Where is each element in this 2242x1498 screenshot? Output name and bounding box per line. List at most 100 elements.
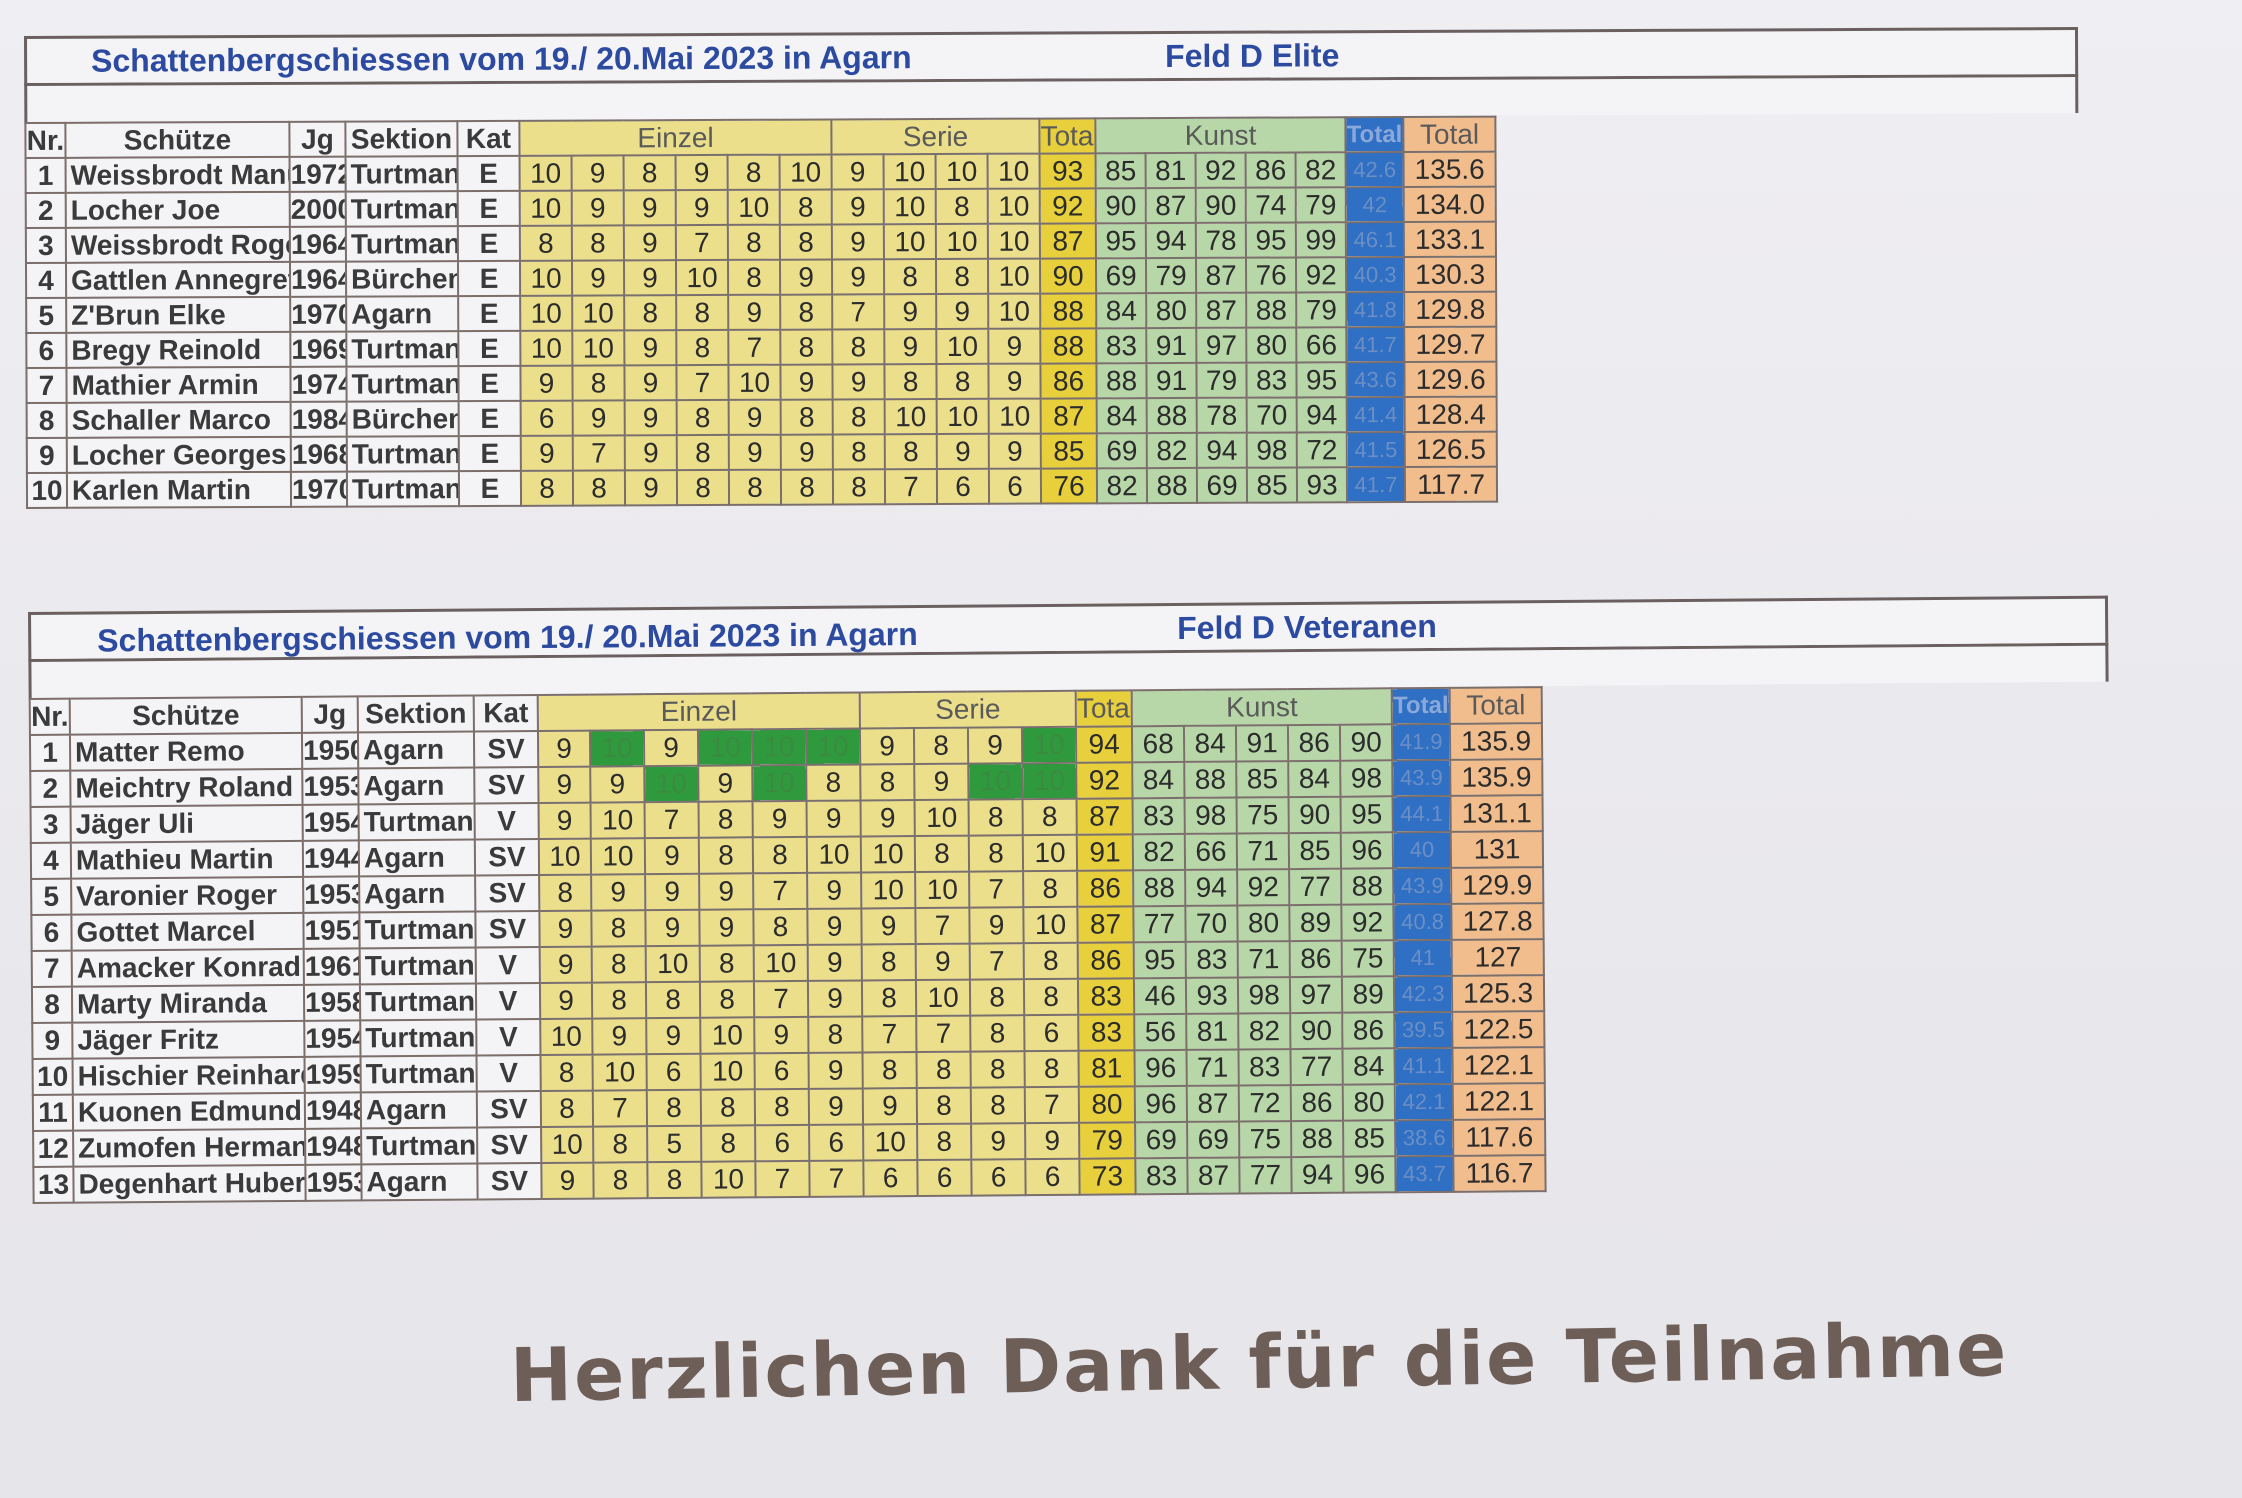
score-cell: 8 <box>970 1015 1025 1052</box>
kunst-cell: 85 <box>1246 467 1298 503</box>
header-schuetze: Schütze <box>65 121 290 158</box>
score-cell: 9 <box>936 433 989 470</box>
row-kunst-total: 42.6 <box>1345 151 1404 188</box>
row-jg: 1964 <box>289 261 347 297</box>
row-kat: E <box>458 295 521 332</box>
score-cell: 8 <box>862 1052 917 1089</box>
kunst-cell: 98 <box>1237 977 1291 1014</box>
kunst-cell: 84 <box>1288 760 1341 798</box>
row-kunst-total: 41.5 <box>1346 431 1405 468</box>
score-cell: 6 <box>1025 1158 1080 1196</box>
score-cell: 9 <box>807 980 863 1017</box>
row-kat: V <box>476 1054 541 1092</box>
row-schuetze: Z'Brun Elke <box>66 296 291 333</box>
score-cell: 10 <box>520 295 573 331</box>
row-kunst-total: 41.9 <box>1392 723 1451 761</box>
score-cell: 7 <box>969 871 1024 908</box>
score-cell: 9 <box>884 294 937 330</box>
score-cell: 8 <box>753 908 808 946</box>
score-cell: 10 <box>988 293 1041 329</box>
kunst-cell: 86 <box>1289 940 1342 978</box>
score-cell: 8 <box>572 470 626 506</box>
row-total: 86 <box>1077 870 1134 907</box>
header-jg: Jg <box>289 121 346 157</box>
row-kat: SV <box>473 730 539 768</box>
header-nr: Nr. <box>25 122 66 158</box>
kunst-cell: 84 <box>1342 1048 1395 1085</box>
row-kat: V <box>475 946 540 984</box>
score-cell: 8 <box>935 188 988 225</box>
score-cell: 8 <box>806 764 861 801</box>
row-schuetze: Jäger Fritz <box>72 1020 305 1059</box>
row-final-total: 125.3 <box>1451 975 1545 1012</box>
score-cell: 10 <box>915 871 970 909</box>
score-cell: 8 <box>884 259 937 295</box>
kunst-cell: 88 <box>1341 868 1394 905</box>
score-cell: 8 <box>623 155 676 191</box>
row-schuetze: Weissbrodt Manuela <box>65 156 290 193</box>
header-final-total: Total <box>1403 116 1496 152</box>
score-cell: 8 <box>917 1123 972 1161</box>
elite-results-table: Nr. Schütze Jg Sektion Kat Einzel Serie Total Ku… <box>24 116 1498 509</box>
row-kat: E <box>457 155 520 192</box>
kunst-cell: 87 <box>1196 257 1247 293</box>
score-cell: 9 <box>808 1088 864 1125</box>
score-cell: 10 <box>884 399 937 435</box>
score-cell: 9 <box>832 259 885 295</box>
score-cell: 9 <box>520 365 573 401</box>
row-sektion: Turtmann <box>359 947 476 985</box>
score-cell: 9 <box>571 260 625 296</box>
score-cell: 9 <box>624 435 677 471</box>
score-cell: 8 <box>520 470 574 506</box>
score-cell: 10 <box>700 1053 755 1090</box>
score-cell: 9 <box>861 908 916 945</box>
score-cell: 8 <box>676 399 729 436</box>
row-final-total: 130.3 <box>1404 256 1497 292</box>
row-jg: 1974 <box>290 366 347 402</box>
kunst-cell: 94 <box>1196 432 1247 468</box>
score-cell: 10 <box>988 258 1041 294</box>
kunst-cell: 96 <box>1134 1085 1188 1123</box>
score-cell: 9 <box>571 190 624 226</box>
row-kunst-total: 41.7 <box>1346 326 1405 363</box>
score-cell: 6 <box>646 1053 701 1091</box>
score-cell: 10 <box>727 189 780 225</box>
kunst-cell: 92 <box>1341 904 1394 941</box>
score-cell: 6 <box>755 1124 810 1162</box>
row-jg: 1961 <box>303 948 360 985</box>
row-schuetze: Jäger Uli <box>70 804 303 843</box>
row-jg: 1958 <box>303 984 361 1021</box>
row-kunst-total: 40.3 <box>1346 256 1405 293</box>
kunst-cell: 92 <box>1296 257 1347 293</box>
score-cell: 7 <box>1024 1086 1080 1124</box>
kunst-cell: 97 <box>1289 976 1343 1014</box>
score-cell: 9 <box>969 907 1024 944</box>
kunst-cell: 84 <box>1184 725 1237 762</box>
score-cell: 8 <box>645 981 701 1019</box>
score-cell: 8 <box>780 399 833 435</box>
kunst-cell: 71 <box>1236 833 1290 870</box>
row-jg: 1970 <box>290 471 348 507</box>
kunst-cell: 91 <box>1146 327 1197 364</box>
row-kat: V <box>475 982 541 1020</box>
score-cell: 8 <box>647 1161 702 1199</box>
kunst-cell: 70 <box>1246 397 1297 433</box>
kunst-cell: 81 <box>1186 1013 1239 1050</box>
row-nr: 10 <box>32 1058 73 1095</box>
score-cell: 9 <box>643 729 699 767</box>
row-nr: 6 <box>31 914 72 951</box>
row-total: 87 <box>1040 398 1097 434</box>
score-cell: 10 <box>936 398 989 435</box>
row-kat: E <box>458 330 521 367</box>
kunst-cell: 90 <box>1095 188 1146 224</box>
row-sektion: Agarn <box>358 839 476 877</box>
row-kunst-total: 39.5 <box>1394 1011 1453 1049</box>
row-nr: 8 <box>26 402 67 438</box>
kunst-cell: 77 <box>1289 868 1342 906</box>
row-kunst-total: 43.9 <box>1393 867 1452 905</box>
score-cell: 10 <box>1022 762 1077 800</box>
row-total: 85 <box>1040 433 1097 469</box>
score-cell: 8 <box>676 469 730 506</box>
kunst-cell: 88 <box>1291 1120 1344 1158</box>
score-cell: 10 <box>520 330 573 366</box>
